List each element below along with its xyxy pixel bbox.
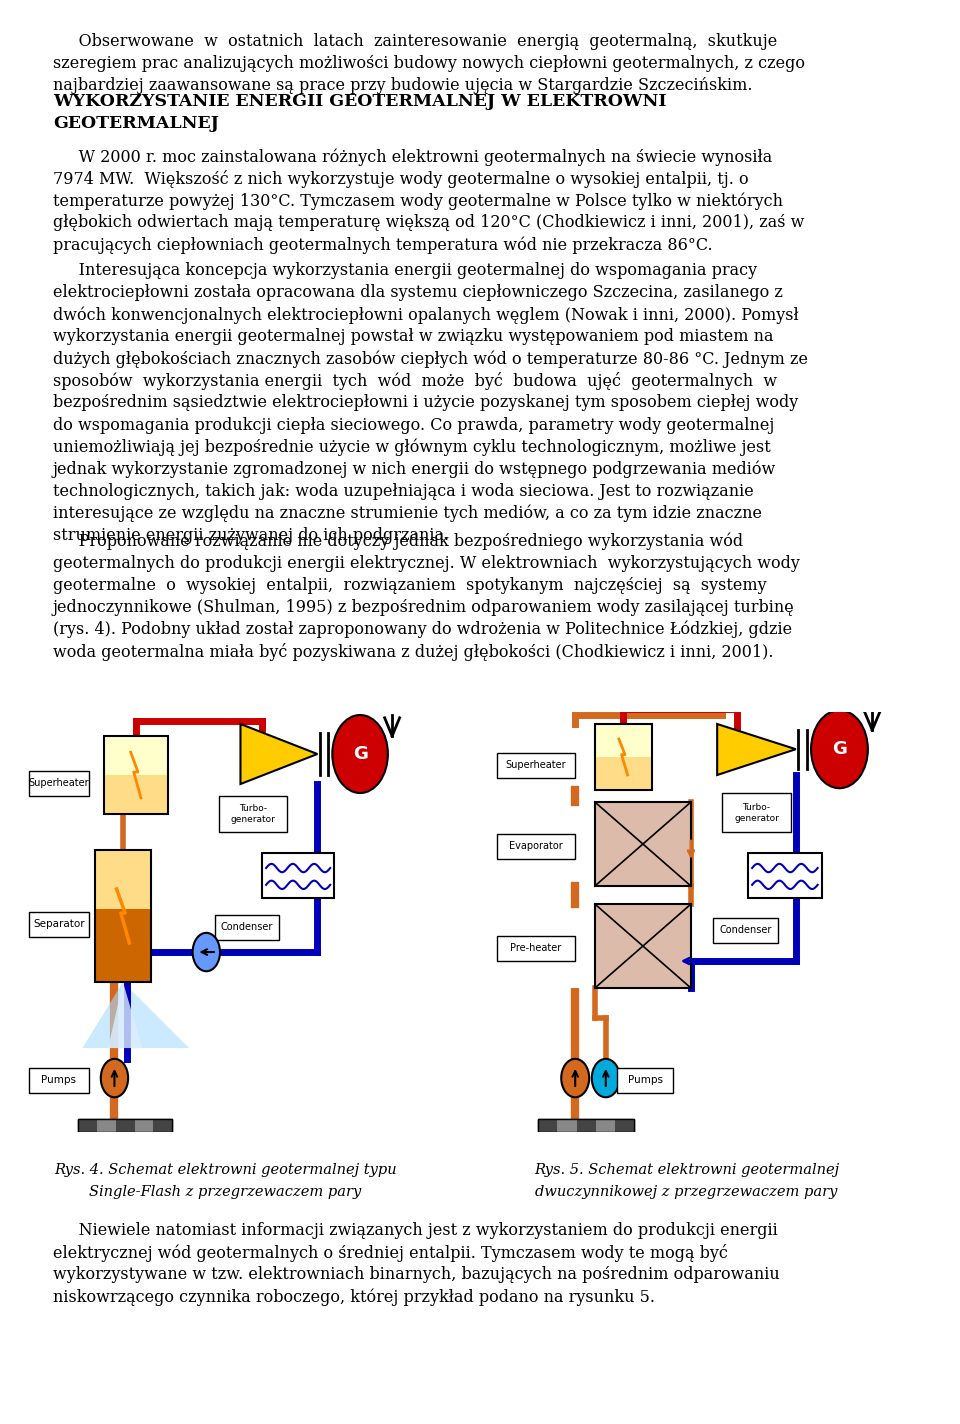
- Text: jednak wykorzystanie zgromadzonej w nich energii do wstępnego podgrzewania medió: jednak wykorzystanie zgromadzonej w nich…: [53, 461, 776, 478]
- Circle shape: [811, 711, 868, 789]
- Text: szeregiem prac analizujących możliwości budowy nowych ciepłowni geotermalnych, z: szeregiem prac analizujących możliwości …: [53, 56, 804, 71]
- Text: Rys. 5. Schemat elektrowni geotermalnej: Rys. 5. Schemat elektrowni geotermalnej: [534, 1163, 839, 1178]
- Text: temperaturze powyżej 130°C. Tymczasem wody geotermalne w Polsce tylko w niektóry: temperaturze powyżej 130°C. Tymczasem wo…: [53, 192, 782, 209]
- Text: Obserwowane  w  ostatnich  latach  zainteresowanie  energią  geotermalną,  skutk: Obserwowane w ostatnich latach zainteres…: [53, 33, 777, 50]
- Circle shape: [193, 933, 220, 971]
- Text: Pre-heater: Pre-heater: [511, 944, 562, 954]
- Polygon shape: [717, 723, 796, 775]
- Bar: [104, 736, 168, 815]
- Bar: [97, 1119, 116, 1132]
- Bar: [496, 753, 575, 778]
- Circle shape: [562, 1059, 589, 1098]
- Polygon shape: [240, 723, 318, 785]
- Bar: [538, 1119, 635, 1132]
- Text: geotermalnych do produkcji energii elektrycznej. W elektrowniach  wykorzystujący: geotermalnych do produkcji energii elekt…: [53, 554, 800, 571]
- Text: elektrycznej wód geotermalnych o średniej entalpii. Tymczasem wody te mogą być: elektrycznej wód geotermalnych o średnie…: [53, 1245, 728, 1262]
- Text: W 2000 r. moc zainstalowana różnych elektrowni geotermalnych na świecie wynosiła: W 2000 r. moc zainstalowana różnych elek…: [53, 148, 772, 165]
- Bar: [615, 1119, 635, 1132]
- Text: geotermalne  o  wysokiej  entalpii,  rozwiązaniem  spotykanym  najczęściej  są  : geotermalne o wysokiej entalpii, rozwiąz…: [53, 577, 766, 594]
- Bar: [154, 1119, 172, 1132]
- Bar: [104, 736, 168, 775]
- Polygon shape: [83, 983, 189, 1048]
- Text: elektrociepłowni została opracowana dla systemu ciepłowniczego Szczecina, zasila: elektrociepłowni została opracowana dla …: [53, 285, 782, 300]
- Text: Condenser: Condenser: [221, 923, 273, 933]
- Bar: [722, 793, 791, 832]
- Text: Evaporator: Evaporator: [509, 842, 563, 852]
- Bar: [595, 723, 652, 758]
- Text: Superheater: Superheater: [29, 779, 89, 789]
- Text: wykorzystania energii geotermalnej powstał w związku występowaniem pod miastem n: wykorzystania energii geotermalnej powst…: [53, 329, 774, 345]
- Bar: [595, 904, 691, 988]
- Bar: [595, 802, 691, 886]
- Bar: [595, 723, 652, 790]
- Text: sposobów  wykorzystania energii  tych  wód  może  być  budowa  ujęć  geotermalny: sposobów wykorzystania energii tych wód …: [53, 373, 777, 390]
- Bar: [595, 758, 652, 790]
- Text: Interesująca koncepcja wykorzystania energii geotermalnej do wspomagania pracy: Interesująca koncepcja wykorzystania ene…: [53, 262, 756, 279]
- Bar: [29, 1068, 89, 1094]
- Bar: [496, 936, 575, 961]
- Bar: [577, 1119, 596, 1132]
- Text: Rys. 4. Schemat elektrowni geotermalnej typu: Rys. 4. Schemat elektrowni geotermalnej …: [55, 1163, 396, 1178]
- Bar: [78, 1119, 172, 1132]
- Bar: [95, 910, 151, 983]
- Bar: [29, 770, 89, 796]
- Circle shape: [101, 1059, 128, 1098]
- Bar: [116, 1119, 134, 1132]
- Text: Separator: Separator: [33, 920, 84, 930]
- Text: WYKORZYSTANIE ENERGII GEOTERMALNEJ W ELEKTROWNI: WYKORZYSTANIE ENERGII GEOTERMALNEJ W ELE…: [53, 93, 666, 110]
- Text: pracujących ciepłowniach geotermalnych temperatura wód nie przekracza 86°C.: pracujących ciepłowniach geotermalnych t…: [53, 236, 712, 253]
- Bar: [104, 775, 168, 815]
- Text: dwuczynnikowej z przegrzewaczem pary: dwuczynnikowej z przegrzewaczem pary: [536, 1185, 837, 1199]
- Text: Turbo-
generator: Turbo- generator: [734, 803, 779, 823]
- Bar: [748, 853, 822, 899]
- Text: Turbo-
generator: Turbo- generator: [230, 805, 276, 824]
- Text: Pumps: Pumps: [41, 1075, 77, 1085]
- Bar: [616, 1068, 674, 1094]
- Text: G: G: [832, 740, 847, 758]
- Text: dużych głębokościach znacznych zasobów ciepłych wód o temperaturze 80-86 °C. Jed: dużych głębokościach znacznych zasobów c…: [53, 350, 807, 367]
- Text: Proponowane rozwiązanie nie dotyczy jednak bezpośredniego wykorzystania wód: Proponowane rozwiązanie nie dotyczy jedn…: [53, 533, 743, 550]
- Bar: [596, 1119, 615, 1132]
- Text: Niewiele natomiast informacji związanych jest z wykorzystaniem do produkcji ener: Niewiele natomiast informacji związanych…: [53, 1222, 778, 1239]
- Bar: [29, 911, 89, 937]
- Text: interesujące ze względu na znaczne strumienie tych mediów, a co za tym idzie zna: interesujące ze względu na znaczne strum…: [53, 506, 762, 523]
- Bar: [95, 850, 151, 910]
- Circle shape: [591, 1059, 620, 1098]
- Text: Pumps: Pumps: [628, 1075, 662, 1085]
- Text: (rys. 4). Podobny układ został zaproponowany do wdrożenia w Politechnice Łódzkie: (rys. 4). Podobny układ został zapropono…: [53, 621, 792, 638]
- Bar: [78, 1119, 172, 1132]
- Bar: [712, 918, 779, 943]
- Text: wykorzystywane w tzw. elektrowniach binarnych, bazujących na pośrednim odparowan: wykorzystywane w tzw. elektrowniach bina…: [53, 1266, 780, 1283]
- Bar: [538, 1119, 635, 1132]
- Text: strumienie energii zużywanej do ich podgrzania.: strumienie energii zużywanej do ich podg…: [53, 527, 449, 544]
- Text: głębokich odwiertach mają temperaturę większą od 120°C (Chodkiewicz i inni, 2001: głębokich odwiertach mają temperaturę wi…: [53, 214, 804, 231]
- Text: uniemożliwiają jej bezpośrednie użycie w głównym cyklu technologicznym, możliwe : uniemożliwiają jej bezpośrednie użycie w…: [53, 439, 771, 456]
- Bar: [219, 796, 287, 832]
- Text: Superheater: Superheater: [506, 760, 566, 770]
- Text: do wspomagania produkcji ciepła sieciowego. Co prawda, parametry wody geotermaln: do wspomagania produkcji ciepła sieciowe…: [53, 417, 774, 433]
- Bar: [496, 834, 575, 859]
- Circle shape: [332, 715, 388, 793]
- Text: GEOTERMALNEJ: GEOTERMALNEJ: [53, 114, 219, 131]
- Bar: [95, 850, 151, 983]
- Text: bezpośrednim sąsiedztwie elektrociepłowni i użycie pozyskanej tym sposobem ciepł: bezpośrednim sąsiedztwie elektrociepłown…: [53, 394, 798, 412]
- Text: G: G: [352, 745, 368, 763]
- Bar: [215, 914, 279, 940]
- Text: Condenser: Condenser: [719, 926, 772, 936]
- Text: najbardziej zaawansowane są prace przy budowie ujęcia w Stargardzie Szczecińskim: najbardziej zaawansowane są prace przy b…: [53, 77, 753, 94]
- Text: Single-Flash z przegrzewaczem pary: Single-Flash z przegrzewaczem pary: [89, 1185, 362, 1199]
- Text: niskowrzącego czynnika roboczego, której przykład podano na rysunku 5.: niskowrzącego czynnika roboczego, której…: [53, 1287, 655, 1306]
- Text: dwóch konwencjonalnych elektrociepłowni opalanych węglem (Nowak i inni, 2000). P: dwóch konwencjonalnych elektrociepłowni …: [53, 306, 799, 323]
- Polygon shape: [108, 983, 142, 1048]
- Bar: [134, 1119, 154, 1132]
- Text: jednoczynnikowe (Shulman, 1995) z bezpośrednim odparowaniem wody zasilającej tur: jednoczynnikowe (Shulman, 1995) z bezpoś…: [53, 598, 795, 615]
- Text: woda geotermalna miała być pozyskiwana z dużej głębokości (Chodkiewicz i inni, 2: woda geotermalna miała być pozyskiwana z…: [53, 644, 774, 661]
- Text: 7974 MW.  Większość z nich wykorzystuje wody geotermalne o wysokiej entalpii, tj: 7974 MW. Większość z nich wykorzystuje w…: [53, 169, 749, 188]
- Bar: [538, 1119, 558, 1132]
- Bar: [78, 1119, 97, 1132]
- Text: technologicznych, takich jak: woda uzupełniająca i woda sieciowa. Jest to rozwią: technologicznych, takich jak: woda uzupe…: [53, 483, 754, 500]
- Bar: [558, 1119, 577, 1132]
- Bar: [262, 853, 334, 899]
